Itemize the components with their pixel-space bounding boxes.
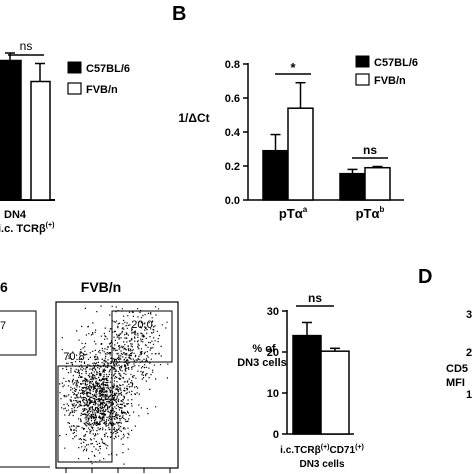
panel-b-errorbar	[270, 133, 281, 151]
panel-b-cat-a-base: pTα	[279, 206, 303, 221]
panel-d-letter: D	[418, 266, 432, 288]
panel-b-category-a: pTαa	[279, 205, 308, 221]
panel-c-bar-bar-c57	[292, 334, 322, 435]
panel-d-fragment-3: CD5	[446, 363, 468, 375]
panel-c-fvb-gate-lower	[57, 365, 113, 463]
panel-a-category-line1: DN4	[4, 209, 27, 221]
panel-b-bar-c57	[339, 172, 366, 201]
legend-b-swatch-fvb	[355, 73, 370, 86]
panel-c-bar-ylabel-1: % of	[252, 343, 276, 355]
panel-c-bar-errorbar	[330, 347, 340, 352]
panel-c-fvb-gate-upper-value: 20.0	[131, 319, 152, 331]
panel-b-sig-label-a: *	[290, 60, 296, 75]
panel-c-c57-gate-fragment: 7	[0, 320, 6, 332]
panel-c-cat-sup1: (+)	[321, 444, 330, 451]
panel-c-cat-b: CD71	[329, 445, 355, 456]
panel-c-fvb-gate-upper	[111, 310, 173, 363]
panel-a-cat-beta: β	[39, 223, 46, 235]
panel-b-ylabel: 1/ΔCt	[178, 111, 209, 125]
panel-d-fragment-1: 3	[466, 309, 472, 321]
panel-c-fvb-scatter-points	[59, 305, 169, 465]
panel-b-sig-label-b: ns	[363, 143, 377, 157]
panel-c-c57-title-fragment: 6	[0, 279, 8, 295]
panel-b-y-tick-label: 0.0	[225, 195, 240, 207]
panel-b-cat-b-sup: b	[379, 205, 384, 214]
panel-b-errorbar	[347, 168, 358, 174]
panel-a-sig-label: ns	[20, 39, 33, 53]
panel-b-letter: B	[172, 3, 186, 25]
panel-b-bar-fvb	[364, 166, 391, 201]
panel-a-top: ns DN4 i.c. TCRβ(+) C57BL/6 FVB/n	[0, 39, 130, 235]
panel-a-cat-sup: (+)	[46, 222, 55, 229]
panel-a-category-line2: i.c. TCRβ(+)	[0, 222, 54, 235]
panel-c-bar-y-tick-label: 20	[267, 347, 279, 359]
legend-b-label-fvb: FVB/n	[374, 75, 406, 87]
panel-b-y-tick-label: 0.4	[225, 127, 241, 139]
panel-b-bars	[262, 81, 391, 201]
panel-a-errorbar-fvb	[35, 62, 45, 82]
legend-a-label-c57: C57BL/6	[86, 63, 130, 75]
panel-c-bar-category-line2: DN3 cells	[299, 459, 344, 470]
panel-b-y-axis: 0.0 0.2 0.4 0.6 0.8	[225, 59, 404, 207]
panel-c-bar-bars	[292, 321, 350, 435]
panel-c-fvb-title: FVB/n	[81, 279, 121, 295]
legend-a-label-fvb: FVB/n	[86, 84, 118, 96]
panel-a-errorbar-c57	[5, 52, 15, 61]
panel-b-errorbar	[295, 81, 306, 109]
legend-b-label-c57: C57BL/6	[374, 57, 418, 69]
panel-b-category-b: pTαb	[356, 205, 385, 221]
panel-b: B 1/ΔCt 0.00.20.40.60.8 * ns pTαa pTαb C…	[172, 3, 418, 221]
panel-c-flow: 6 7 FVB/n 20.0 70.8	[0, 279, 179, 473]
panel-c-bar-y-tick-label: 30	[267, 306, 279, 318]
panel-c-fvb-gate-lower-value: 70.8	[63, 351, 84, 363]
panel-b-y-tick-label: 0.2	[225, 161, 240, 173]
panel-d-fragment-4: MFI	[446, 377, 465, 389]
panel-d-fragment-2: 2	[466, 347, 472, 359]
panel-c-bar-errorbar	[302, 321, 312, 336]
panel-c-cat-beta: β	[315, 445, 321, 456]
panel-c-bar-y-tick-label: 10	[267, 388, 279, 400]
panel-c-bar-bar-fvb	[320, 350, 350, 435]
panel-d-fragment-5: 1	[466, 389, 472, 401]
legend-a-swatch-fvb	[67, 82, 82, 95]
panel-d: D 3 2 CD5 MFI 1	[418, 266, 472, 401]
panel-c-bar-y-tick-label: 0	[273, 429, 279, 441]
panel-c-cat-sup2: (+)	[355, 444, 364, 451]
panel-b-cat-a-sup: a	[303, 205, 308, 214]
panel-a-bar-c57	[0, 59, 22, 201]
panel-c-bar-category-line1: i.c.TCRβ(+)CD71(+)	[280, 444, 364, 456]
panel-c-fvb-scatter	[59, 305, 169, 465]
panel-b-y-tick-label: 0.6	[225, 93, 240, 105]
panel-b-errorbar	[372, 165, 383, 168]
legend-a-swatch-c57	[67, 61, 82, 74]
panel-c-c57-gate	[0, 310, 37, 356]
panel-b-cat-b-base: pTα	[356, 206, 380, 221]
panel-b-bar-fvb	[287, 107, 314, 201]
panel-a-bar-fvb	[30, 80, 51, 201]
panel-b-bar-c57	[262, 149, 289, 201]
panel-c-cat-a: i.c.TCR	[280, 445, 315, 456]
panel-c-bar-ylabel-2: DN3 cells	[237, 357, 287, 369]
panel-c-bar-sig-label: ns	[308, 291, 322, 305]
panel-a-cat-text: i.c. TCR	[0, 223, 39, 235]
panel-b-y-tick-label: 0.8	[225, 59, 240, 71]
panel-c-fvb-axis-ticks	[65, 468, 171, 473]
legend-b-swatch-c57	[355, 55, 370, 68]
